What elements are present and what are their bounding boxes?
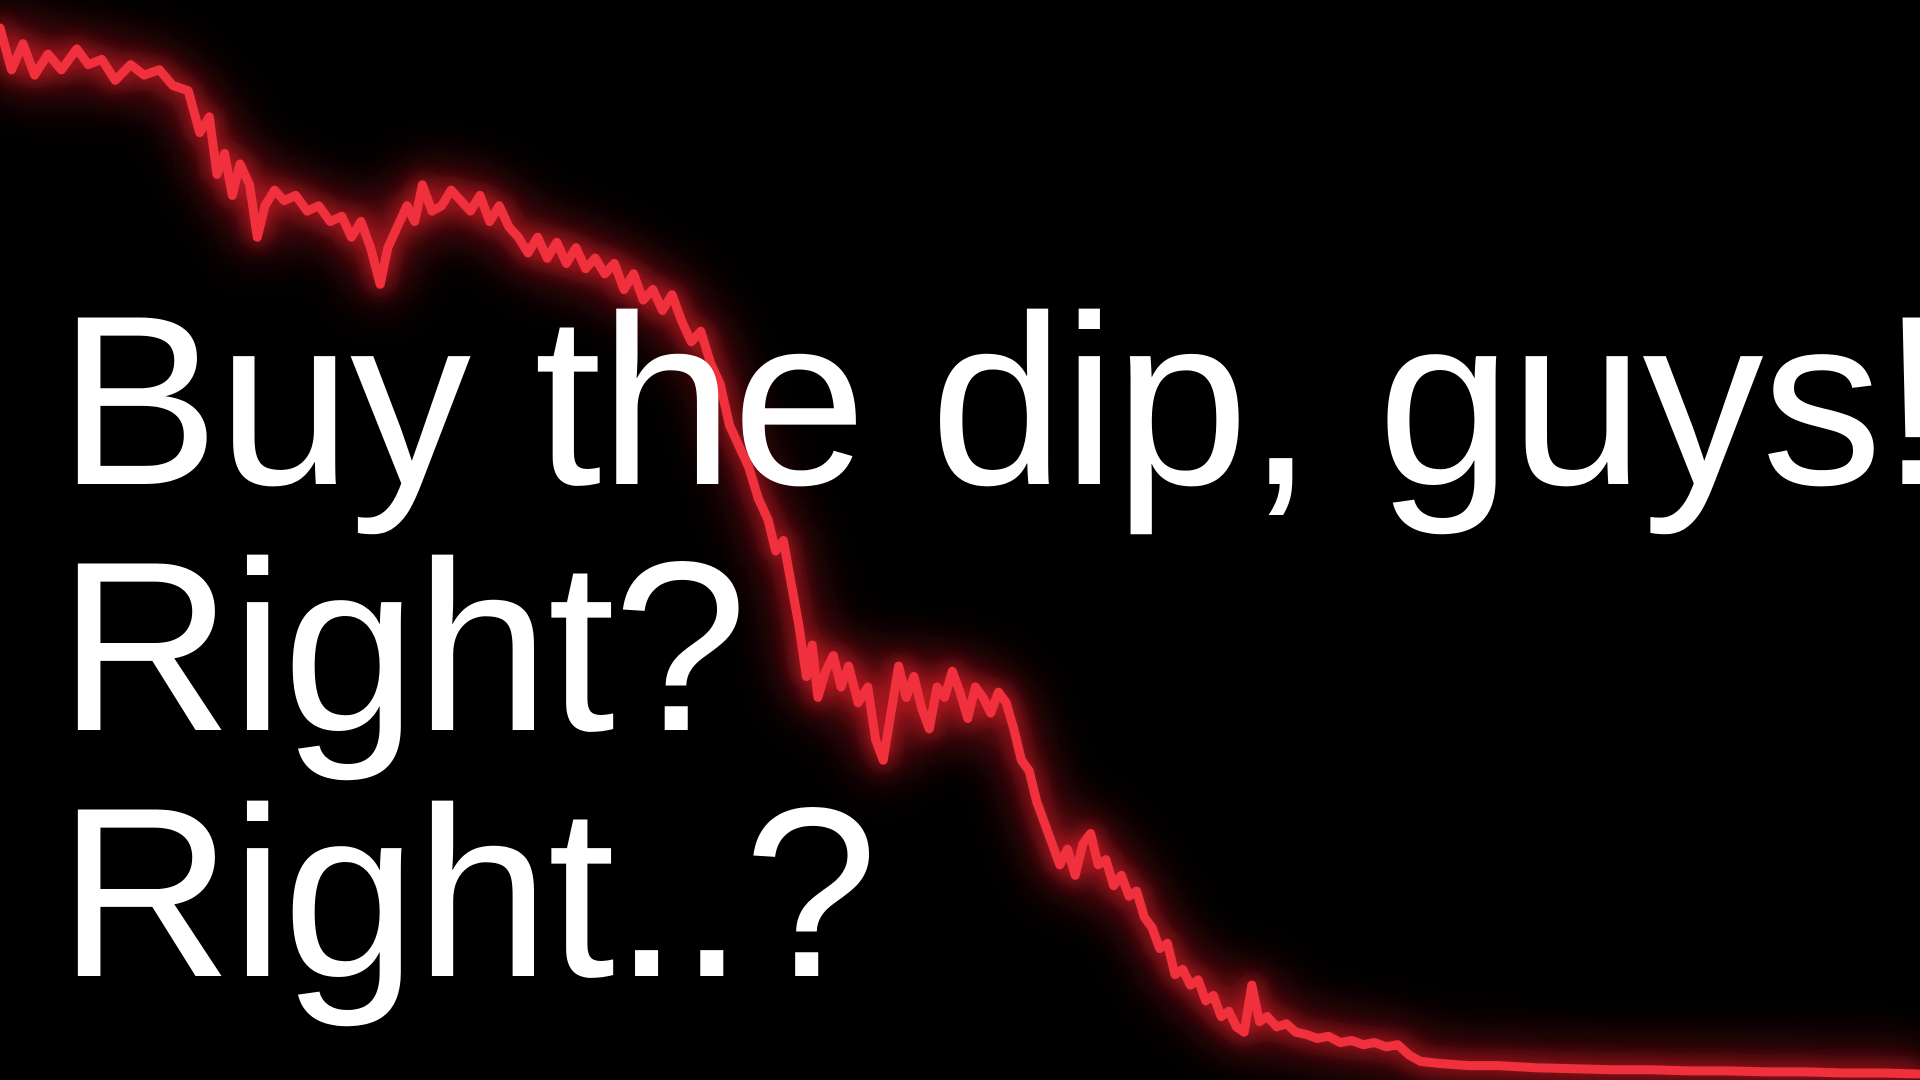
meme-caption: Buy the dip, guys! Right? Right..? <box>58 278 1920 1016</box>
caption-line-right-question: Right? <box>58 512 748 782</box>
caption-line-buy-the-dip: Buy the dip, guys! <box>58 266 1920 536</box>
caption-line-right-doubt: Right..? <box>58 758 878 1028</box>
trend-line <box>0 23 1920 1079</box>
